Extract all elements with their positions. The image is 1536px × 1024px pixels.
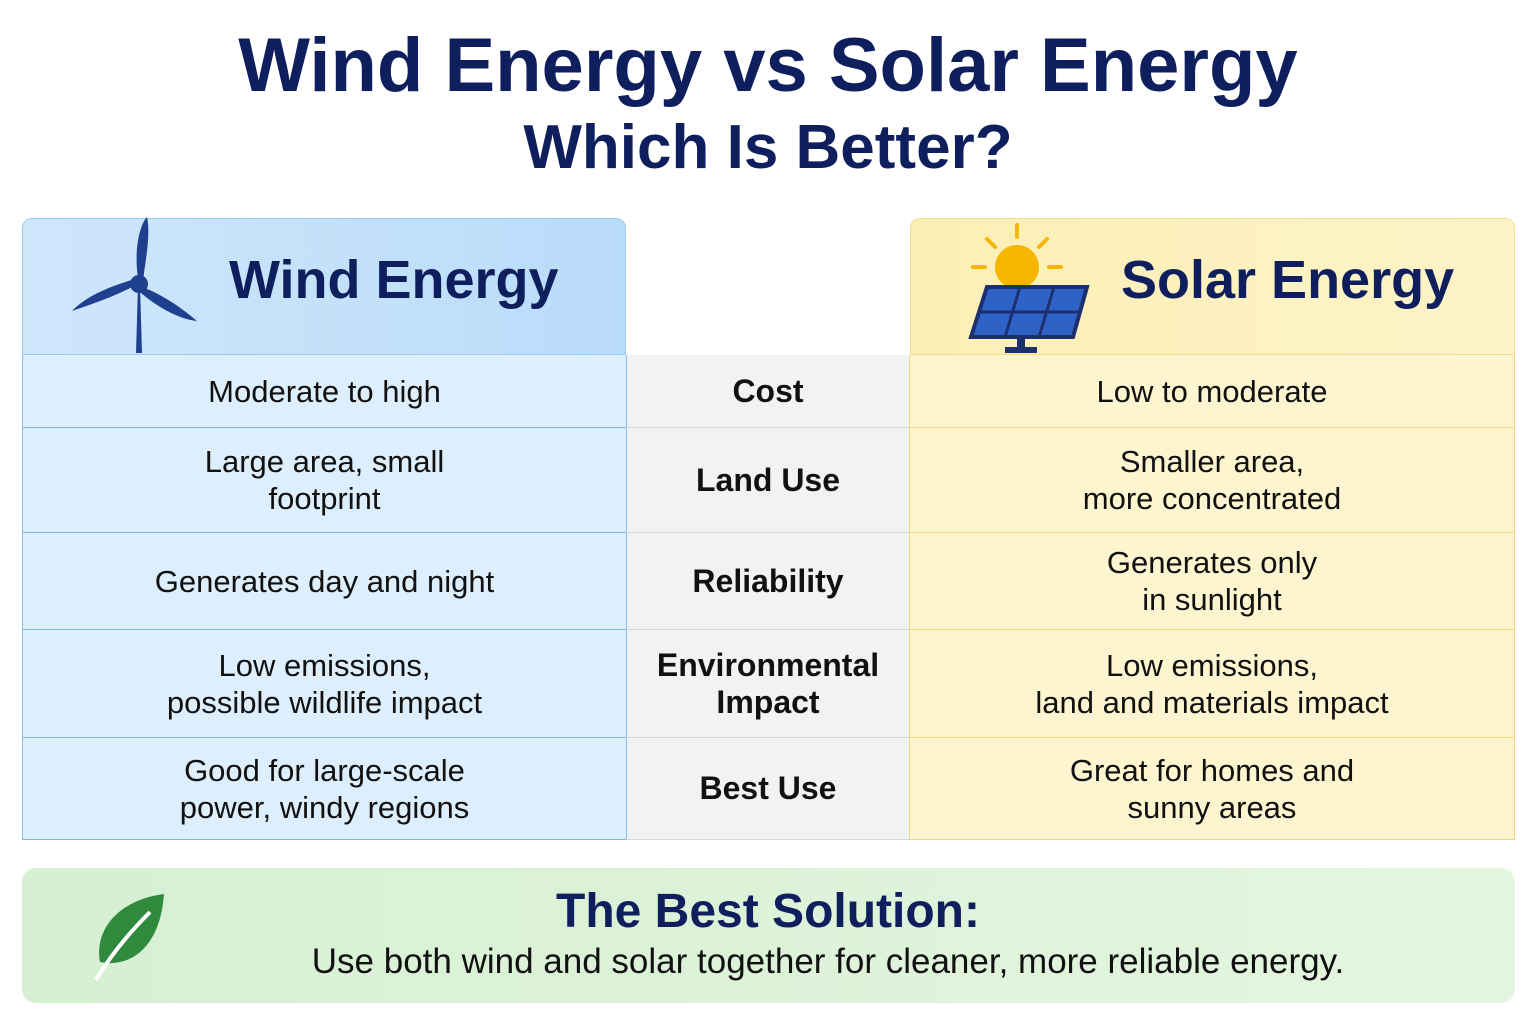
criterion-cell: Environmental Impact (626, 630, 910, 738)
summary-title: The Best Solution: (556, 885, 980, 938)
summary-text: Use both wind and solar together for cle… (311, 942, 1345, 981)
title: Wind Energy vs Solar Energy (238, 23, 1298, 108)
wind-turbine-icon (72, 217, 197, 353)
solar-cell: Great for homes and sunny areas (910, 738, 1515, 840)
criterion-cell: Cost (626, 355, 910, 428)
table-row: Moderate to high Cost Low to moderate (22, 355, 1515, 428)
solar-cell: Low to moderate (910, 355, 1515, 428)
criterion-cell: Reliability (626, 533, 910, 630)
table-row: Good for large-scale power, windy region… (22, 738, 1515, 840)
wind-cell: Generates day and night (22, 533, 626, 630)
wind-cell: Low emissions, possible wildlife impact (22, 630, 626, 738)
table-row: Large area, small footprint Land Use Small… (22, 428, 1515, 533)
subtitle: Which Is Better? (523, 113, 1013, 182)
comparison-table: Moderate to high Cost Low to moderate Large… (22, 355, 1515, 840)
solar-cell: Low emissions, land and materials impact (910, 630, 1515, 738)
solar-header: Solar Energy (910, 218, 1515, 355)
solar-panel-icon (968, 223, 1090, 353)
solar-heading: Solar Energy (1121, 250, 1455, 310)
wind-cell: Good for large-scale power, windy region… (22, 738, 626, 840)
leaf-icon (94, 894, 164, 982)
wind-header: Wind Energy (22, 217, 626, 355)
criterion-cell: Best Use (626, 738, 910, 840)
wind-heading: Wind Energy (229, 250, 559, 310)
wind-cell: Large area, small footprint (22, 428, 626, 533)
table-row: Low emissions, possible wildlife impact E… (22, 630, 1515, 738)
criterion-cell: Land Use (626, 428, 910, 533)
table-row: Generates day and night Reliability Genera… (22, 533, 1515, 630)
solar-cell: Smaller area, more concentrated (910, 428, 1515, 533)
wind-cell: Moderate to high (22, 355, 626, 428)
summary-box (22, 868, 1515, 1003)
solar-cell: Generates only in sunlight (910, 533, 1515, 630)
